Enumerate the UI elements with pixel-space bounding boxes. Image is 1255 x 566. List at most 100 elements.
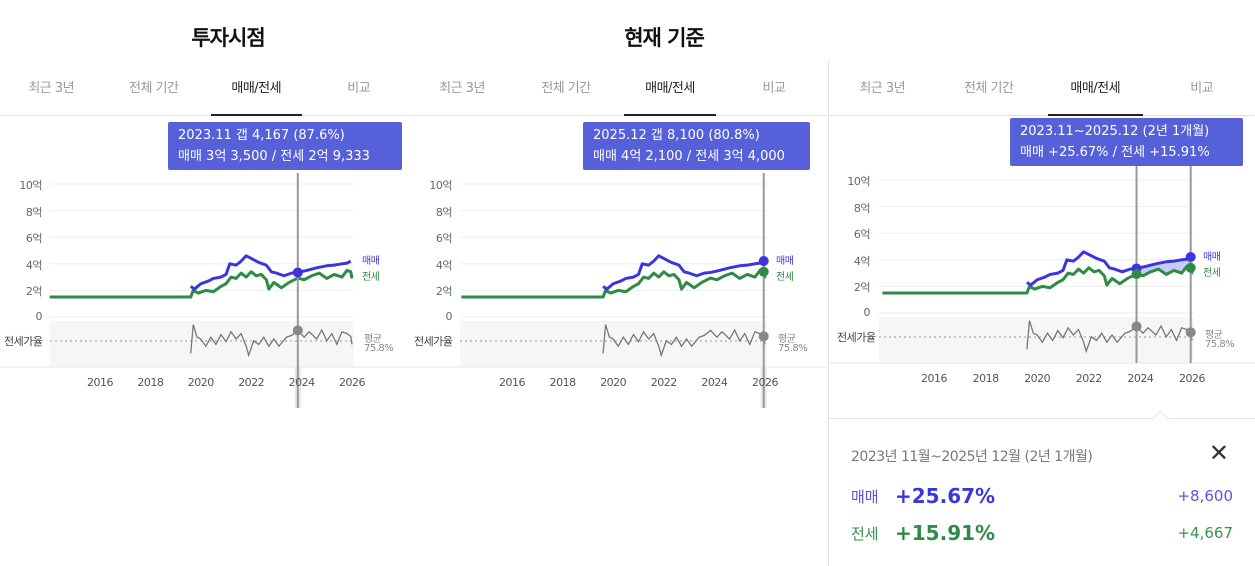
ratio-axis-label: 전세가율 <box>4 335 43 348</box>
y-tick-label: 4억 <box>853 254 871 268</box>
x-tick-label: 2026 <box>1179 372 1206 385</box>
average-value: 75.8% <box>778 343 808 354</box>
y-tick-label: 10억 <box>429 179 452 192</box>
x-tick-label: 2016 <box>87 376 114 389</box>
x-tick-label: 2020 <box>1024 372 1051 385</box>
x-tick-label: 2020 <box>600 376 627 389</box>
price-chart <box>410 173 826 408</box>
average-value: 75.8% <box>1205 339 1235 350</box>
sale-line <box>602 254 765 291</box>
x-tick-label: 2018 <box>137 376 164 389</box>
x-tick-label: 2022 <box>650 376 678 389</box>
tab-3[interactable]: 비교 <box>762 81 786 96</box>
average-label: 평균 <box>364 334 382 345</box>
y-tick-label: 8억 <box>853 201 871 215</box>
y-tick-label: 0 <box>863 306 871 319</box>
x-tick-label: 2024 <box>1127 372 1154 385</box>
y-tick-label: 10억 <box>847 175 870 188</box>
sale-diff: +8,600 <box>1177 487 1233 505</box>
jeonse-marker <box>758 266 769 277</box>
average-label: 평균 <box>1205 330 1223 341</box>
tab-2[interactable]: 매매/전세 <box>1042 60 1149 116</box>
sale-marker <box>292 267 303 278</box>
jeonse-series-label: 전세 <box>776 271 794 283</box>
tooltip-line: 2023.11~2025.12 (2년 1개월) <box>1020 124 1210 139</box>
x-tick-label: 2024 <box>701 376 728 389</box>
jeonse-line <box>882 264 1194 295</box>
x-tick-label: 2020 <box>187 376 215 389</box>
summary-row-sale: 매매 +25.67% +8,600 <box>851 482 1233 510</box>
tab-1[interactable]: 전체 기간 <box>129 81 179 96</box>
tab-2[interactable]: 매매/전세 <box>618 60 722 116</box>
y-tick-label: 2억 <box>435 285 453 299</box>
price-chart <box>829 118 1255 364</box>
y-tick-label: 2억 <box>25 285 43 299</box>
average-value: 75.8% <box>364 343 394 354</box>
chart-panel-range: 2023년 11월~2025년 12월 (2년 1개월) ✕ 매매 +25.67… <box>828 60 1255 566</box>
jeonse-series-label: 전세 <box>362 271 380 283</box>
y-tick-label: 0 <box>35 310 43 323</box>
x-tick-label: 2024 <box>288 376 316 389</box>
summary-title: 2023년 11월~2025년 12월 (2년 1개월) <box>851 449 1093 465</box>
tooltip-line: 2023.11 갭 4,167 (87.6%) <box>178 128 345 143</box>
y-tick-label: 10억 <box>19 179 42 192</box>
x-tick-label: 2016 <box>499 376 526 389</box>
ratio-band <box>50 321 354 366</box>
ratio-band <box>879 317 1194 362</box>
tab-0[interactable]: 최근 3년 <box>859 81 906 96</box>
jeonse-percent: +15.91% <box>895 521 996 545</box>
tooltip-line: 매매 +25.67% / 전세 +15.91% <box>1020 145 1210 160</box>
title-invest: 투자시점 <box>191 26 265 50</box>
sale-series-label: 매매 <box>1203 251 1221 263</box>
tooltip: 2025.12 갭 8,100 (80.8%) 매매 4억 2,100 / 전세 … <box>583 122 810 170</box>
y-tick-label: 8억 <box>25 205 43 219</box>
ratio-line <box>1026 320 1193 354</box>
sale-series-label: 매매 <box>776 255 794 267</box>
ratio-line <box>190 324 353 358</box>
sale-percent: +25.67% <box>895 484 996 508</box>
ratio-marker <box>1131 321 1142 332</box>
sale-marker <box>1185 252 1196 263</box>
tooltip: 2023.11 갭 4,167 (87.6%) 매매 3억 3,500 / 전세 … <box>168 122 402 170</box>
chart-panel-invest: 최근 3년 전체 기간 매매/전세 비교 10억 8억 6억 4억 2억 0 2016 2018 202… <box>0 60 410 566</box>
x-tick-label: 2018 <box>972 372 1000 385</box>
tab-3[interactable]: 비교 <box>1190 81 1214 96</box>
ratio-axis-label: 전세가율 <box>414 335 453 348</box>
tooltip-line: 2025.12 갭 8,100 (80.8%) <box>593 128 760 143</box>
average-label: 평균 <box>778 334 796 345</box>
x-tick-label: 2026 <box>752 376 779 389</box>
ratio-marker <box>758 331 769 342</box>
y-tick-label: 6억 <box>25 232 43 246</box>
tab-1[interactable]: 전체 기간 <box>541 81 591 96</box>
tab-2[interactable]: 매매/전세 <box>205 60 308 116</box>
price-chart <box>0 173 410 408</box>
tab-1[interactable]: 전체 기간 <box>964 81 1014 96</box>
summary-row-jeonse: 전세 +15.91% +4,667 <box>851 519 1233 547</box>
ratio-line <box>602 324 766 358</box>
tooltip: 2023.11~2025.12 (2년 1개월) 매매 +25.67% / 전세 … <box>1010 118 1243 166</box>
tab-bar: 최근 3년 전체 기간 매매/전세 비교 <box>829 60 1255 116</box>
y-tick-label: 2억 <box>853 281 871 295</box>
ratio-axis-label: 전세가율 <box>837 331 876 344</box>
jeonse-marker <box>1185 262 1196 273</box>
title-current: 현재 기준 <box>624 26 705 50</box>
tab-0[interactable]: 최근 3년 <box>439 81 485 96</box>
close-icon[interactable]: ✕ <box>1208 439 1229 467</box>
y-tick-label: 8억 <box>435 205 453 219</box>
x-tick-label: 2022 <box>1075 372 1103 385</box>
jeonse-series-label: 전세 <box>1203 267 1221 279</box>
x-tick-label: 2016 <box>921 372 948 385</box>
ratio-marker <box>292 325 303 336</box>
range-summary-card: 2023년 11월~2025년 12월 (2년 1개월) ✕ 매매 +25.67… <box>829 410 1255 566</box>
chart-panel-current: 최근 3년 전체 기간 매매/전세 비교 10억 8억 6억 4억 2억 0 2016 2018 202… <box>410 60 826 566</box>
y-tick-label: 6억 <box>435 232 453 246</box>
tab-3[interactable]: 비교 <box>347 81 371 96</box>
sale-marker <box>758 256 769 267</box>
jeonse-marker <box>1131 269 1142 280</box>
ratio-band <box>460 321 767 366</box>
y-tick-label: 4억 <box>25 258 43 272</box>
tab-bar: 최근 3년 전체 기간 매매/전세 비교 <box>410 60 826 116</box>
sale-line <box>1026 250 1192 287</box>
tab-0[interactable]: 최근 3년 <box>28 81 75 96</box>
y-tick-label: 4억 <box>435 258 453 272</box>
